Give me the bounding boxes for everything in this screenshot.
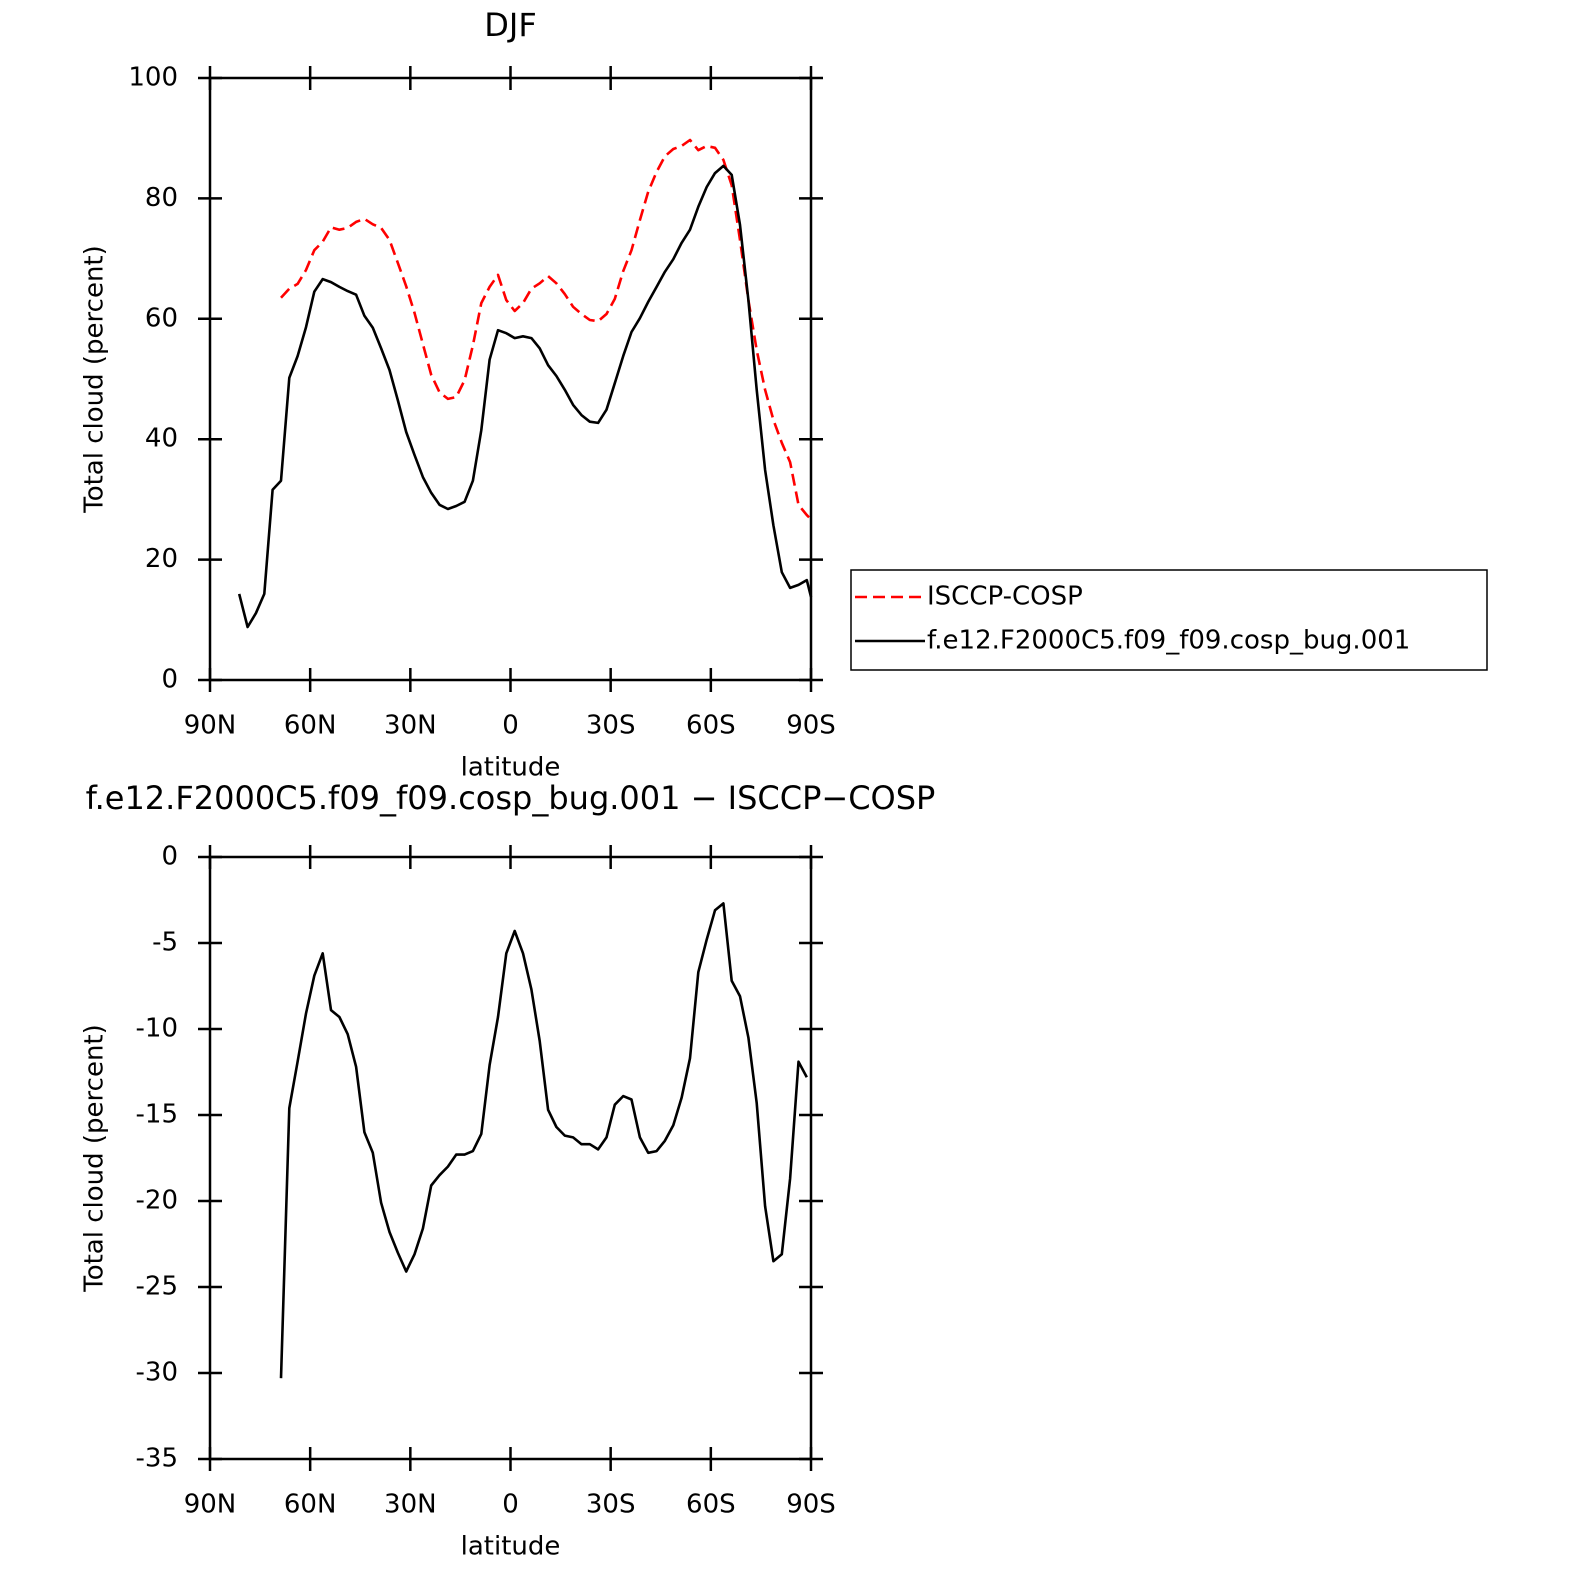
x-tick-label: 0 [502,711,519,741]
y-tick-label: -20 [136,1186,178,1216]
x-tick-label: 30S [586,1490,636,1520]
y-tick-label: -5 [152,928,178,958]
x-tick-label: 90S [786,1490,836,1520]
data-line [237,164,813,629]
legend-label: ISCCP-COSP [927,582,1083,612]
y-tick-label: 0 [161,665,178,695]
y-tick-label: 40 [145,424,178,454]
x-tick-label: 60S [686,711,736,741]
legend-box [850,569,1488,671]
legend-label: f.e12.F2000C5.f09_f09.cosp_bug.001 [927,626,1410,656]
data-line [280,138,812,521]
x-tick-label: 60N [284,711,337,741]
x-tick-label: 90N [184,711,237,741]
y-tick-label: 20 [145,544,178,574]
x-tick-label: 90S [786,711,836,741]
x-axis-label: latitude [461,753,561,783]
y-axis-label: Total cloud (percent) [80,245,110,514]
y-tick-label: -15 [136,1100,178,1130]
chart-title: DJF [484,6,536,44]
y-tick-label: 0 [161,842,178,872]
y-tick-label: -35 [136,1444,178,1474]
x-tick-label: 30N [384,1490,437,1520]
x-tick-label: 60N [284,1490,337,1520]
y-tick-label: -10 [136,1014,178,1044]
y-tick-label: 60 [145,303,178,333]
y-tick-label: -30 [136,1358,178,1388]
y-axis-label: Total cloud (percent) [80,1024,110,1293]
x-axis-label: latitude [461,1532,561,1562]
y-tick-label: -25 [136,1272,178,1302]
data-line [279,902,808,1379]
y-tick-label: 100 [128,63,178,93]
y-tick-label: 80 [145,183,178,213]
chart-title: f.e12.F2000C5.f09_f09.cosp_bug.001 − ISC… [86,779,936,817]
x-tick-label: 30S [586,711,636,741]
x-tick-label: 60S [686,1490,736,1520]
x-tick-label: 90N [184,1490,237,1520]
x-tick-label: 0 [502,1490,519,1520]
plot-frame [208,855,813,1461]
x-tick-label: 30N [384,711,437,741]
